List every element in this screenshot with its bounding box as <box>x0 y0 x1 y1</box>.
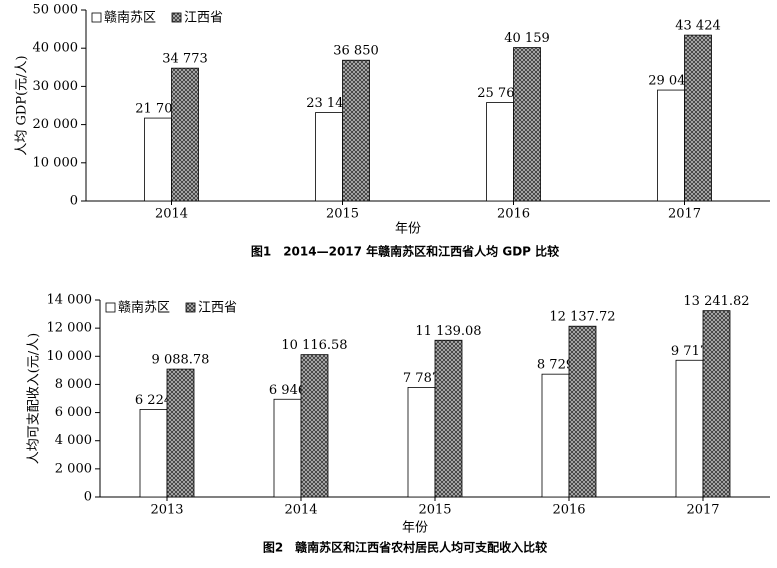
legend-label: 赣南苏区 <box>104 10 156 26</box>
y-tick-label: 10 000 <box>33 155 79 170</box>
bar <box>166 368 195 498</box>
value-label: 36 850 <box>333 44 379 59</box>
x-tick-label: 2017 <box>668 207 701 222</box>
x-tick-label: 2017 <box>686 503 719 518</box>
bar <box>657 89 685 202</box>
bar <box>513 47 541 202</box>
bar <box>300 354 329 498</box>
value-label: 12 137.72 <box>549 310 615 325</box>
y-tick-label: 40 000 <box>33 41 79 56</box>
value-label: 6 946 <box>269 383 306 398</box>
value-label: 23 148 <box>306 96 352 111</box>
value-label: 13 241.82 <box>683 294 749 309</box>
legend-label: 赣南苏区 <box>118 300 170 316</box>
x-axis-label: 年份 <box>402 521 428 536</box>
x-tick-label: 2016 <box>497 207 530 222</box>
legend-swatch <box>91 12 102 23</box>
value-label: 40 159 <box>504 31 550 46</box>
value-label: 7 787 <box>403 371 440 386</box>
value-label: 9 088.78 <box>152 353 210 368</box>
x-tick-label: 2015 <box>418 503 451 518</box>
value-label: 11 139.08 <box>415 324 481 339</box>
caption: 图1 2014—2017 年赣南苏区和江西省人均 GDP 比较 <box>251 244 559 259</box>
y-axis-label: 人均 GDP(元/人) <box>15 55 30 155</box>
y-tick-label: 0 <box>70 194 78 209</box>
y-tick-label: 10 000 <box>47 349 93 364</box>
value-label: 25 761 <box>477 86 523 101</box>
legend-swatch <box>171 12 182 23</box>
x-tick-label: 2013 <box>150 503 183 518</box>
value-label: 6 224 <box>135 393 172 408</box>
y-tick-label: 2 000 <box>55 461 92 476</box>
bar <box>139 409 168 498</box>
value-label: 10 116.58 <box>281 338 347 353</box>
bar <box>541 373 570 498</box>
x-tick-label: 2014 <box>284 503 317 518</box>
x-tick-label: 2015 <box>326 207 359 222</box>
value-label: 9 717 <box>671 344 708 359</box>
bar <box>486 102 514 202</box>
y-tick-label: 6 000 <box>55 405 92 420</box>
bar <box>675 359 704 498</box>
bar <box>171 67 199 202</box>
y-tick-label: 50 000 <box>33 3 79 18</box>
bar <box>342 59 370 202</box>
value-label: 34 773 <box>162 52 208 67</box>
bar <box>568 325 597 498</box>
bar <box>434 339 463 498</box>
legend-label: 江西省 <box>198 301 237 316</box>
bar <box>315 112 343 202</box>
y-tick-label: 12 000 <box>47 321 93 336</box>
bar <box>684 34 712 202</box>
value-label: 8 729 <box>537 358 574 373</box>
bar <box>407 387 436 498</box>
y-axis-label: 人均可支配收入(元/人) <box>27 333 42 465</box>
legend-swatch <box>185 302 196 313</box>
y-tick-label: 20 000 <box>33 117 79 132</box>
value-label: 21 708 <box>135 102 181 117</box>
bar <box>702 310 731 498</box>
x-axis-label: 年份 <box>395 222 421 237</box>
legend-label: 江西省 <box>184 11 223 26</box>
x-tick-label: 2016 <box>552 503 585 518</box>
y-tick-label: 8 000 <box>55 377 92 392</box>
y-tick-label: 0 <box>84 490 92 505</box>
y-tick-label: 14 000 <box>47 293 93 308</box>
bar <box>144 117 172 202</box>
value-label: 29 041 <box>648 74 694 89</box>
y-tick-label: 4 000 <box>55 433 92 448</box>
legend-swatch <box>105 302 116 313</box>
x-tick-label: 2014 <box>155 207 188 222</box>
value-label: 43 424 <box>675 19 721 34</box>
y-tick-label: 30 000 <box>33 79 79 94</box>
bar <box>273 398 302 498</box>
caption: 图2 赣南苏区和江西省农村居民人均可支配收入比较 <box>263 540 547 555</box>
